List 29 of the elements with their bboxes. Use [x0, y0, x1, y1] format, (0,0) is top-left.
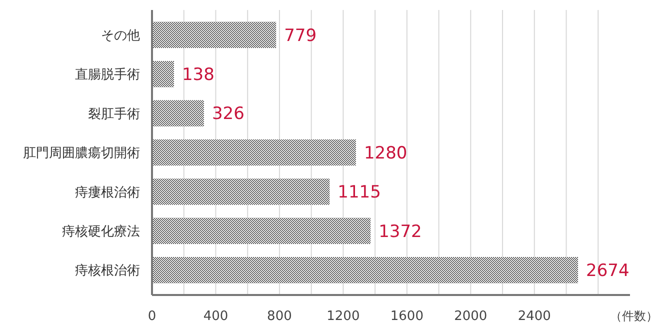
x-tick-label: 400 — [203, 309, 228, 324]
bar — [152, 178, 330, 205]
x-tick-label: 2400 — [518, 309, 551, 324]
x-tick-label: 1600 — [390, 309, 424, 324]
y-tick-label: 肛門周囲膿瘍切開術 — [23, 146, 140, 162]
bar — [152, 218, 371, 244]
data-label: 1115 — [338, 182, 381, 203]
y-tick-label: その他 — [101, 28, 140, 44]
x-tick-label: 0 — [148, 309, 156, 324]
y-tick-label: 裂肛手術 — [88, 106, 140, 122]
data-label: 1372 — [378, 222, 422, 242]
x-tick-label: 800 — [267, 309, 292, 324]
x-tick-label: 2000 — [454, 309, 488, 324]
data-label: 138 — [182, 65, 214, 86]
data-label: 326 — [212, 104, 244, 124]
y-tick-label: 痔瘻根治術 — [75, 184, 140, 200]
data-label: 779 — [284, 26, 317, 46]
bar — [152, 100, 204, 126]
y-tick-label: 痔核硬化療法 — [62, 224, 140, 240]
bar — [152, 256, 578, 284]
bar — [152, 22, 276, 48]
bar — [152, 60, 174, 88]
data-label: 1280 — [364, 143, 408, 164]
data-label: 2674 — [586, 261, 630, 282]
y-tick-label: 痔核根治術 — [75, 264, 140, 279]
x-tick-label: 1200 — [326, 309, 360, 324]
y-tick-label: 直腸脱手術 — [75, 68, 140, 83]
x-axis-title: （件数） — [610, 309, 658, 323]
bar — [152, 139, 356, 166]
